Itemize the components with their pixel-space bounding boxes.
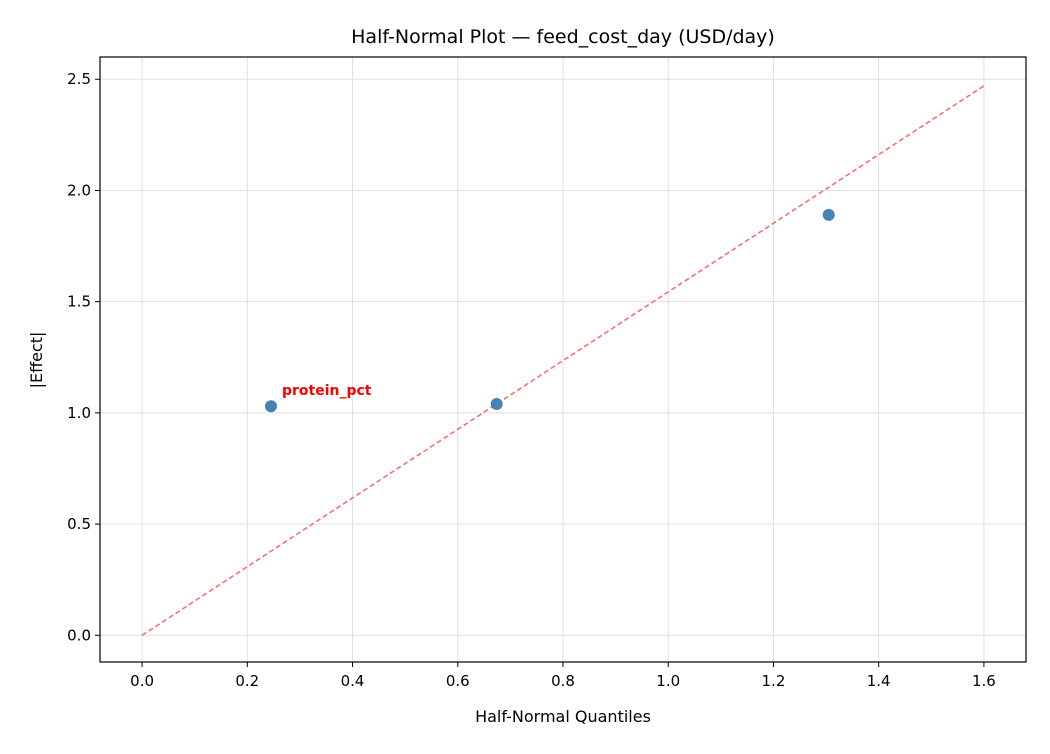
x-tick-label: 1.6 bbox=[972, 672, 996, 690]
x-tick-label: 0.4 bbox=[341, 672, 365, 690]
data-point bbox=[490, 397, 503, 410]
y-tick-label: 1.0 bbox=[67, 404, 91, 422]
x-tick-label: 0.2 bbox=[235, 672, 259, 690]
x-axis-label: Half-Normal Quantiles bbox=[475, 707, 651, 726]
y-axis-label: |Effect| bbox=[27, 332, 46, 389]
data-point bbox=[822, 208, 835, 221]
y-tick-label: 0.5 bbox=[67, 515, 91, 533]
grid bbox=[100, 57, 1026, 662]
points-group: protein_pct bbox=[264, 208, 835, 413]
x-tick-label: 1.2 bbox=[762, 672, 786, 690]
data-point bbox=[264, 400, 277, 413]
point-annotation: protein_pct bbox=[282, 383, 372, 399]
chart-title: Half-Normal Plot — feed_cost_day (USD/da… bbox=[351, 26, 775, 48]
x-tick-label: 0.8 bbox=[551, 672, 575, 690]
x-tick-label: 1.0 bbox=[656, 672, 680, 690]
y-axis: 0.0 0.5 1.0 1.5 2.0 2.5 bbox=[67, 70, 100, 644]
x-axis: 0.0 0.2 0.4 0.6 0.8 1.0 1.2 1.4 1.6 bbox=[130, 662, 996, 690]
x-tick-label: 1.4 bbox=[867, 672, 891, 690]
y-tick-label: 2.0 bbox=[67, 181, 91, 199]
y-tick-label: 2.5 bbox=[67, 70, 91, 88]
y-tick-label: 0.0 bbox=[67, 626, 91, 644]
x-tick-label: 0.0 bbox=[130, 672, 154, 690]
y-tick-label: 1.5 bbox=[67, 293, 91, 311]
x-tick-label: 0.6 bbox=[446, 672, 470, 690]
